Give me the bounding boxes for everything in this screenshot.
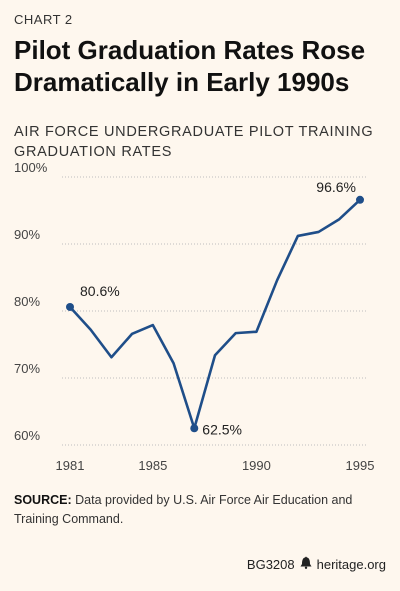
data-point-marker bbox=[356, 195, 364, 204]
data-point-marker bbox=[190, 424, 199, 433]
line-chart: 60% 70% 80% 90% 100% 1981 1985 1990 1995 80.6% 62.… bbox=[14, 160, 375, 473]
y-tick-label: 60% bbox=[14, 428, 40, 443]
source-label: SOURCE: bbox=[14, 493, 72, 507]
source-text: Data provided by U.S. Air Force Air Educ… bbox=[14, 493, 353, 526]
site-link[interactable]: heritage.org bbox=[316, 556, 386, 572]
chart-title: Pilot Graduation Rates Rose Dramatically… bbox=[14, 35, 366, 97]
x-tick-label: 1985 bbox=[138, 458, 167, 473]
chart-subtitle: AIR FORCE UNDERGRADUATE PILOT TRAINING G… bbox=[14, 124, 374, 160]
x-tick-label: 1995 bbox=[346, 458, 375, 473]
chart-label: CHART 2 bbox=[14, 12, 73, 27]
series-line bbox=[68, 198, 362, 430]
y-tick-label: 70% bbox=[14, 361, 40, 376]
data-label: 62.5% bbox=[202, 421, 242, 437]
y-tick-label: 90% bbox=[14, 227, 40, 242]
liberty-bell-icon bbox=[300, 556, 312, 572]
data-label: 80.6% bbox=[80, 283, 120, 299]
x-tick-label: 1990 bbox=[242, 458, 271, 473]
y-tick-label: 100% bbox=[14, 160, 48, 175]
data-point-marker bbox=[66, 302, 74, 311]
x-tick-label: 1981 bbox=[56, 458, 85, 473]
report-code: BG3208 bbox=[246, 556, 295, 572]
footer: BG3208 heritage.org bbox=[247, 556, 386, 572]
y-tick-label: 80% bbox=[14, 294, 40, 309]
source-note: SOURCE: Data provided by U.S. Air Force … bbox=[14, 491, 386, 529]
data-label: 96.6% bbox=[316, 179, 356, 195]
